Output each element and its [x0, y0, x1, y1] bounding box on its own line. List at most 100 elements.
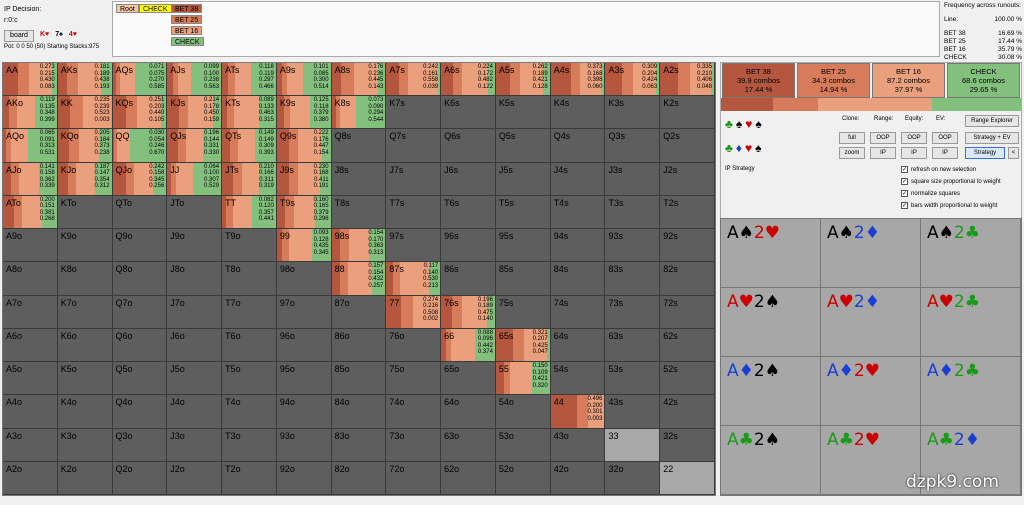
hand-cell-QTs[interactable]: 0.149 0.149 0.309 0.393 QTs	[222, 129, 277, 163]
hand-cell-Q4o[interactable]: Q4o	[112, 395, 168, 429]
hand-cell-Q9s[interactable]: 0.222 0.176 0.447 0.154 Q9s	[276, 129, 332, 163]
hand-cell-KTo[interactable]: KTo	[57, 195, 113, 230]
hand-cell-K7o[interactable]: K7o	[57, 295, 113, 329]
hand-cell-K4o[interactable]: K4o	[57, 395, 113, 429]
hand-cell-93o[interactable]: 93o	[276, 428, 332, 462]
hand-cell-Q3s[interactable]: Q3s	[605, 129, 661, 163]
hand-cell-JJ[interactable]: 0.064 0.100 0.307 0.529 JJ	[167, 162, 223, 196]
hand-cell-A6s[interactable]: 0.224 0.172 0.482 0.122 A6s	[441, 63, 496, 97]
hand-cell-75s[interactable]: 75s	[495, 295, 551, 329]
combo-cell[interactable]: A♠2♣	[921, 219, 1021, 288]
strategy-ev-button[interactable]: Strategy + EV	[965, 132, 1019, 144]
hand-cell-A8o[interactable]: A8o	[3, 262, 58, 296]
spade-icon[interactable]: ♠	[755, 141, 765, 155]
hand-cell-42s[interactable]: 42s	[660, 395, 715, 429]
hand-cell-J6s[interactable]: J6s	[441, 162, 496, 196]
hand-cell-J2o[interactable]: J2o	[167, 461, 223, 495]
hand-cell-K3s[interactable]: K3s	[605, 96, 661, 130]
hand-cell-T7s[interactable]: T7s	[386, 195, 442, 230]
hand-cell-KJs[interactable]: 0.214 0.178 0.450 0.159 KJs	[167, 96, 223, 130]
hand-cell-K5o[interactable]: K5o	[57, 362, 113, 396]
hand-cell-T4s[interactable]: T4s	[550, 195, 606, 230]
hand-cell-53s[interactable]: 53s	[605, 362, 661, 396]
combo-cell[interactable]: A♥2♣	[921, 288, 1021, 357]
hand-cell-74s[interactable]: 74s	[550, 295, 606, 329]
hand-cell-Q3o[interactable]: Q3o	[112, 428, 168, 462]
hand-cell-63o[interactable]: 63o	[441, 428, 496, 462]
hand-cell-AQs[interactable]: 0.071 0.075 0.270 0.585 AQs	[112, 63, 168, 97]
combo-cell[interactable]: A♥2♦	[821, 288, 921, 357]
check-icon[interactable]: ✓	[901, 202, 908, 209]
hand-cell-KK[interactable]: 0.235 0.239 0.523 0.003 KK	[57, 96, 113, 130]
ev-oop-button[interactable]: OOP	[932, 132, 958, 144]
refresh-checkbox[interactable]: ✓ refresh on new selection	[901, 166, 976, 173]
hand-cell-K6s[interactable]: K6s	[441, 96, 496, 130]
hand-cell-86o[interactable]: 86o	[331, 328, 387, 363]
hand-cell-AJo[interactable]: 0.141 0.158 0.362 0.339 AJo	[3, 162, 58, 196]
hand-cell-J8s[interactable]: J8s	[331, 162, 387, 196]
hand-cell-AKs[interactable]: 0.181 0.189 0.438 0.193 AKs	[57, 63, 113, 97]
diamond-icon[interactable]: ♦	[735, 141, 745, 155]
hand-cell-J8o[interactable]: J8o	[167, 262, 223, 296]
combo-cell[interactable]: A♣2♥	[821, 426, 921, 495]
hand-cell-53o[interactable]: 53o	[495, 428, 551, 462]
suit-filter-first[interactable]: ♣♠♥♠	[725, 117, 765, 131]
hand-cell-32o[interactable]: 32o	[605, 461, 661, 495]
hand-cell-A6o[interactable]: A6o	[3, 328, 58, 363]
hand-cell-K4s[interactable]: K4s	[550, 96, 606, 130]
hand-cell-62o[interactable]: 62o	[441, 461, 496, 495]
hand-cell-Q5o[interactable]: Q5o	[112, 362, 168, 396]
combo-cell[interactable]: A♦2♥	[821, 357, 921, 426]
hand-cell-J3o[interactable]: J3o	[167, 428, 223, 462]
hand-cell-T6s[interactable]: T6s	[441, 195, 496, 230]
hand-cell-96s[interactable]: 96s	[441, 229, 496, 263]
hand-cell-T2o[interactable]: T2o	[222, 461, 277, 495]
hand-cell-87o[interactable]: 87o	[331, 295, 387, 329]
full-button[interactable]: full	[839, 132, 865, 144]
bars-width-checkbox[interactable]: ✓ bars width proportional to weight	[901, 202, 997, 209]
hand-cell-72o[interactable]: 72o	[386, 461, 442, 495]
hand-cell-43o[interactable]: 43o	[550, 428, 606, 462]
combo-cell[interactable]: A♣2♠	[721, 426, 821, 495]
hand-cell-97s[interactable]: 97s	[386, 229, 442, 263]
combo-cell[interactable]: A♥2♠	[721, 288, 821, 357]
hand-cell-Q4s[interactable]: Q4s	[550, 129, 606, 163]
hand-cell-52s[interactable]: 52s	[660, 362, 715, 396]
collapse-button[interactable]: <	[1008, 147, 1019, 159]
hand-cell-76o[interactable]: 76o	[386, 328, 442, 363]
hand-cell-84o[interactable]: 84o	[331, 395, 387, 429]
hand-cell-A8s[interactable]: 0.176 0.236 0.445 0.143 A8s	[331, 63, 387, 97]
hand-cell-A3o[interactable]: A3o	[3, 428, 58, 462]
tree-node-check-child[interactable]: CHECK	[171, 37, 204, 46]
hand-cell-QQ[interactable]: 0.030 0.054 0.246 0.670 QQ	[112, 129, 168, 163]
action-box-bet16[interactable]: BET 16 87.2 combos 37.97 %	[872, 63, 945, 98]
hand-cell-A4o[interactable]: A4o	[3, 395, 58, 429]
hand-cell-52o[interactable]: 52o	[495, 461, 551, 495]
hand-cell-AKo[interactable]: 0.119 0.135 0.348 0.399 AKo	[3, 96, 58, 130]
hand-cell-A4s[interactable]: 0.373 0.168 0.398 0.060 A4s	[550, 63, 606, 97]
check-icon[interactable]: ✓	[901, 190, 908, 197]
hand-cell-62s[interactable]: 62s	[660, 328, 715, 363]
hand-cell-94s[interactable]: 94s	[550, 229, 606, 263]
hand-cell-J6o[interactable]: J6o	[167, 328, 223, 363]
hand-cell-83s[interactable]: 83s	[605, 262, 661, 296]
hand-cell-K3o[interactable]: K3o	[57, 428, 113, 462]
hand-cell-T7o[interactable]: T7o	[222, 295, 277, 329]
tree-node-bet16[interactable]: BET 16	[171, 26, 203, 35]
hand-cell-J7o[interactable]: J7o	[167, 295, 223, 329]
hand-cell-A2o[interactable]: A2o	[3, 461, 58, 495]
hand-cell-KQo[interactable]: 0.205 0.184 0.373 0.238 KQo	[57, 129, 113, 163]
hand-cell-94o[interactable]: 94o	[276, 395, 332, 429]
normalize-checkbox[interactable]: ✓ normalize squares	[901, 190, 960, 197]
hand-cell-85s[interactable]: 85s	[495, 262, 551, 296]
hand-cell-AA[interactable]: 0.273 0.215 0.430 0.083 AA	[3, 63, 58, 97]
combo-cell[interactable]: A♠2♥	[721, 219, 821, 288]
hand-cell-T9s[interactable]: 0.160 0.165 0.379 0.296 T9s	[276, 195, 332, 230]
hand-cell-88[interactable]: 0.157 0.154 0.432 0.257 88	[331, 262, 387, 296]
check-icon[interactable]: ✓	[901, 166, 908, 173]
hand-cell-Q2s[interactable]: Q2s	[660, 129, 715, 163]
hand-cell-55[interactable]: 0.150 0.109 0.421 0.320 55	[495, 362, 551, 396]
hand-cell-Q6o[interactable]: Q6o	[112, 328, 168, 363]
suit-filter-second[interactable]: ♣♦♥♠	[725, 141, 765, 155]
hand-cell-75o[interactable]: 75o	[386, 362, 442, 396]
